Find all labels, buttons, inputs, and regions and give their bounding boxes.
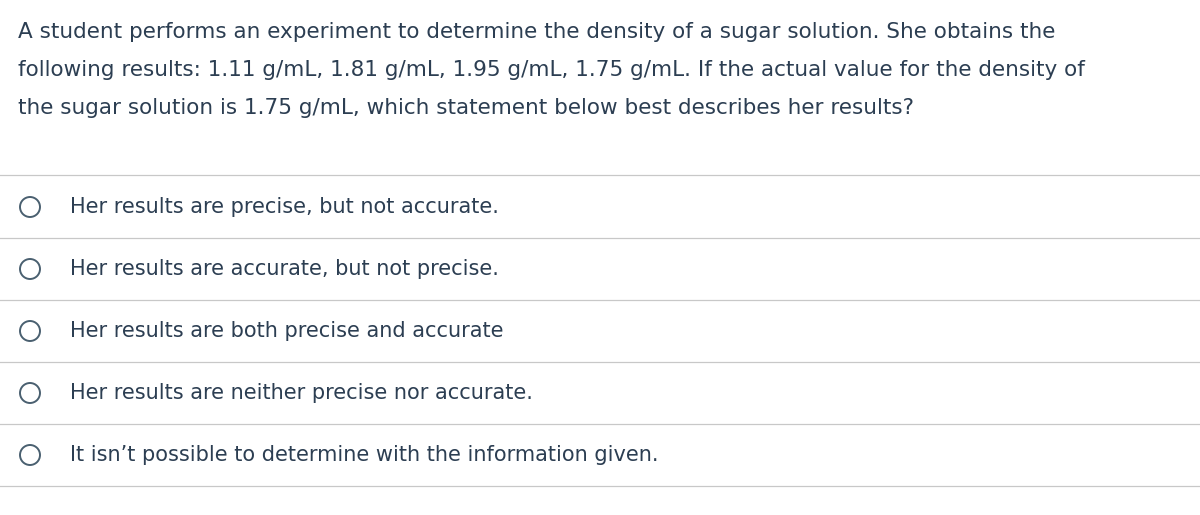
Text: Her results are precise, but not accurate.: Her results are precise, but not accurat…: [70, 197, 499, 217]
Text: Her results are accurate, but not precise.: Her results are accurate, but not precis…: [70, 259, 499, 279]
Text: following results: 1.11 g/mL, 1.81 g/mL, 1.95 g/mL, 1.75 g/mL. If the actual val: following results: 1.11 g/mL, 1.81 g/mL,…: [18, 60, 1085, 80]
Ellipse shape: [20, 321, 40, 341]
Text: Her results are neither precise nor accurate.: Her results are neither precise nor accu…: [70, 383, 533, 403]
Ellipse shape: [20, 445, 40, 465]
Ellipse shape: [20, 259, 40, 279]
Text: It isn’t possible to determine with the information given.: It isn’t possible to determine with the …: [70, 445, 659, 465]
Ellipse shape: [20, 197, 40, 217]
Text: Her results are both precise and accurate: Her results are both precise and accurat…: [70, 321, 504, 341]
Ellipse shape: [20, 383, 40, 403]
Text: the sugar solution is 1.75 g/mL, which statement below best describes her result: the sugar solution is 1.75 g/mL, which s…: [18, 98, 914, 118]
Text: A student performs an experiment to determine the density of a sugar solution. S: A student performs an experiment to dete…: [18, 22, 1055, 42]
